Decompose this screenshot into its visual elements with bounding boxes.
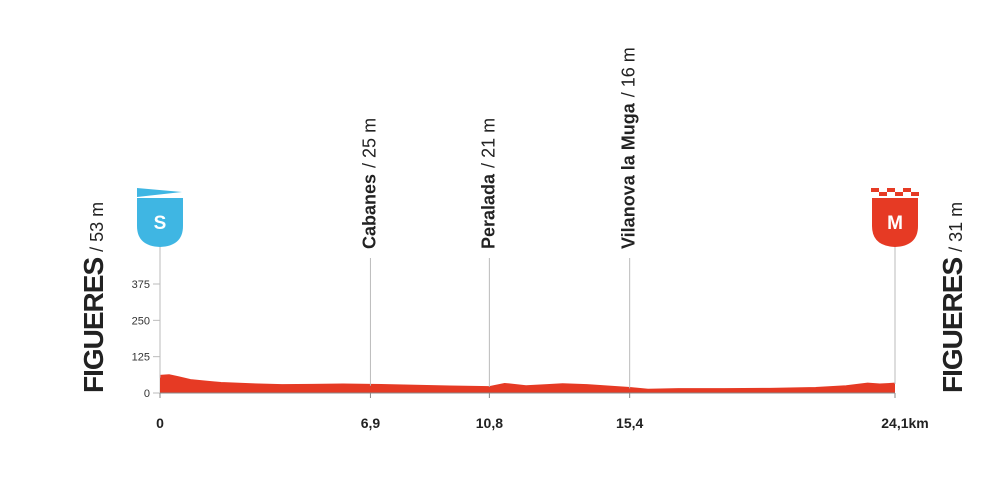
flag	[137, 188, 182, 197]
place-label: Vilanova la Muga / 16 m	[619, 47, 639, 249]
finish-badge: M	[871, 188, 919, 247]
place-elevation: / 16 m	[619, 47, 639, 97]
finish-elevation: / 31 m	[946, 202, 966, 252]
profile-line	[159, 374, 896, 391]
x-tick-label: 10,8	[476, 415, 503, 431]
finish-name: FIGUERES	[937, 258, 968, 393]
start-badge: S	[137, 188, 183, 247]
checker	[871, 188, 879, 192]
place-label: Cabanes / 25 m	[359, 118, 379, 249]
y-tick-label: 250	[132, 315, 150, 327]
place-name: Peralada	[478, 173, 498, 249]
badge-letter: S	[154, 213, 167, 234]
x-tick-label: 6,9	[361, 415, 381, 431]
place-name: Cabanes	[359, 174, 379, 249]
shield	[872, 198, 918, 247]
x-tick-label: 24,1km	[881, 415, 928, 431]
start-name: FIGUERES	[78, 258, 109, 393]
checker	[887, 188, 895, 192]
place-name: Vilanova la Muga	[619, 102, 639, 249]
profile-fill	[160, 375, 895, 393]
y-tick-label: 125	[132, 352, 150, 364]
y-tick-label: 375	[132, 279, 150, 291]
checker	[903, 188, 911, 192]
finish-label: FIGUERES / 31 m	[937, 202, 968, 393]
place-elevation: / 25 m	[359, 118, 379, 168]
shield	[137, 198, 183, 247]
start-elevation: / 53 m	[87, 202, 107, 252]
y-tick-label: 0	[144, 388, 150, 400]
checker	[879, 192, 887, 196]
start-label: FIGUERES / 53 m	[78, 202, 109, 393]
place-label: Peralada / 21 m	[478, 118, 498, 249]
checker	[895, 192, 903, 196]
x-tick-label: 15,4	[616, 415, 643, 431]
checker	[911, 192, 919, 196]
place-elevation: / 21 m	[478, 118, 498, 168]
badge-letter: M	[887, 213, 903, 234]
x-tick-label: 0	[156, 415, 164, 431]
